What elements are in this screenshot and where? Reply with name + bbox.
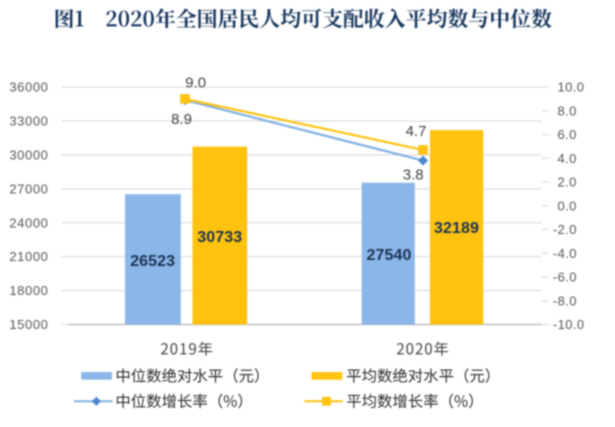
svg-text:4.0: 4.0 (558, 151, 577, 166)
svg-text:32189: 32189 (434, 220, 479, 237)
svg-text:10.0: 10.0 (558, 80, 585, 95)
svg-text:30000: 30000 (9, 148, 48, 163)
svg-text:15000: 15000 (9, 317, 48, 332)
svg-text:18000: 18000 (9, 283, 48, 298)
svg-text:-4.0: -4.0 (553, 246, 577, 261)
svg-text:4.7: 4.7 (406, 123, 427, 140)
svg-text:36000: 36000 (9, 80, 48, 95)
svg-text:-2.0: -2.0 (553, 222, 577, 237)
svg-text:24000: 24000 (9, 215, 48, 230)
svg-text:-8.0: -8.0 (553, 293, 577, 308)
svg-text:33000: 33000 (9, 114, 48, 129)
svg-text:8.9: 8.9 (171, 111, 192, 128)
svg-text:9.0: 9.0 (185, 75, 206, 92)
svg-text:27540: 27540 (367, 247, 412, 264)
svg-text:3.8: 3.8 (403, 167, 424, 184)
svg-text:27000: 27000 (9, 181, 48, 196)
svg-text:-6.0: -6.0 (553, 270, 577, 285)
svg-text:6.0: 6.0 (558, 127, 577, 142)
svg-text:26523: 26523 (130, 253, 175, 270)
svg-text:2.0: 2.0 (558, 175, 577, 190)
svg-text:0.0: 0.0 (558, 198, 577, 213)
svg-text:30733: 30733 (197, 229, 242, 246)
svg-text:-10.0: -10.0 (553, 317, 585, 332)
svg-text:8.0: 8.0 (558, 103, 577, 118)
svg-text:21000: 21000 (9, 249, 48, 264)
